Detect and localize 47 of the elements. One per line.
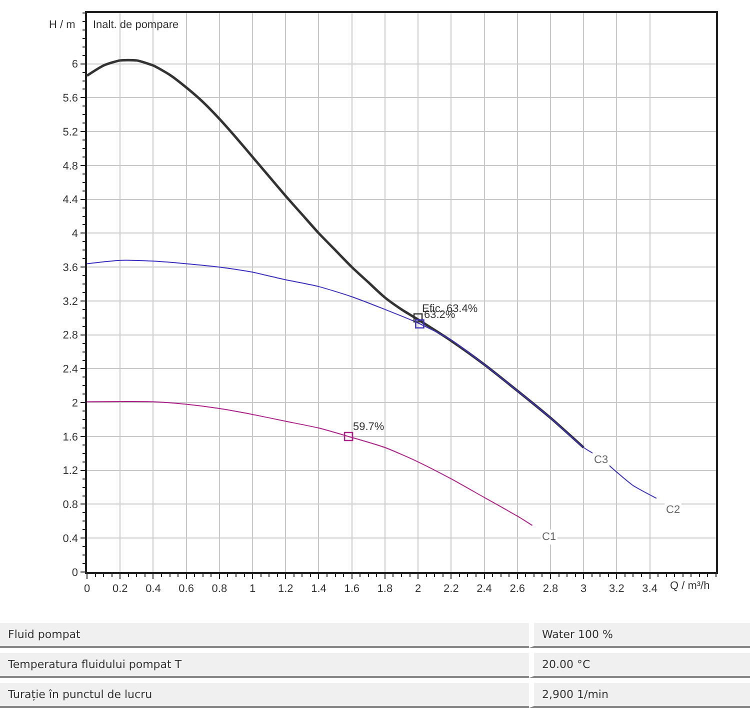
x-axis-title: Q / m³/h bbox=[670, 580, 710, 592]
y-tick-label: 5.6 bbox=[62, 92, 78, 105]
annotation: 59.7% bbox=[353, 421, 384, 433]
x-tick-label: 3 bbox=[580, 582, 587, 595]
y-tick-label: 2 bbox=[72, 397, 78, 410]
x-tick-label: 0.4 bbox=[146, 582, 161, 595]
y-tick-label: 5.2 bbox=[62, 126, 78, 138]
text: Temperatura fluidului pompat T bbox=[0, 653, 529, 678]
text: Turație în punctul de lucru bbox=[0, 683, 529, 708]
y-tick-label: 0.8 bbox=[62, 499, 78, 512]
y-tick-label: 4.4 bbox=[62, 194, 78, 206]
x-tick-label: 1.8 bbox=[377, 582, 393, 595]
y-tick-label: 2.8 bbox=[62, 330, 78, 342]
y-tick-label: 6 bbox=[72, 58, 78, 71]
y-tick-label: 1.6 bbox=[62, 431, 78, 444]
x-tick-label: 0.6 bbox=[178, 582, 194, 595]
series-label: C1 bbox=[542, 531, 556, 543]
x-tick-label: 3.4 bbox=[642, 582, 658, 595]
x-tick-label: 1.4 bbox=[311, 582, 326, 595]
series-label: C3 bbox=[594, 454, 608, 466]
text: 2,900 1/min bbox=[529, 683, 750, 708]
series-label: C2 bbox=[666, 504, 680, 516]
y-tick-label: 1.2 bbox=[62, 465, 78, 478]
text: 20.00 °C bbox=[529, 653, 750, 678]
y-tick-label: 4 bbox=[72, 228, 78, 240]
y-tick-label: 3.6 bbox=[62, 262, 78, 274]
y-tick-label: 2.4 bbox=[62, 364, 78, 376]
x-tick-label: 3.2 bbox=[609, 582, 624, 595]
x-tick-label: 2.4 bbox=[476, 582, 492, 595]
x-tick-label: 0.2 bbox=[112, 582, 128, 595]
y-tick-label: 3.2 bbox=[62, 296, 78, 308]
x-tick-label: 2.2 bbox=[444, 582, 459, 595]
x-tick-label: 2 bbox=[414, 582, 422, 595]
x-tick-label: 1.2 bbox=[278, 582, 294, 595]
x-tick-label: 0.8 bbox=[212, 582, 228, 595]
text: Water 100 % bbox=[529, 623, 750, 648]
text: Fluid pompat bbox=[0, 623, 529, 648]
y-tick-label: 0.4 bbox=[62, 532, 78, 545]
annotation: Inalt. de pompare bbox=[93, 19, 179, 31]
x-tick-label: 0 bbox=[84, 582, 90, 595]
x-tick-label: 2.6 bbox=[510, 582, 526, 595]
y-tick-label: 4.8 bbox=[62, 160, 78, 172]
y-tick-label: 0 bbox=[72, 566, 78, 579]
x-tick-label: 1 bbox=[249, 582, 256, 595]
y-axis-title: H / m bbox=[49, 19, 76, 31]
x-tick-label: 1.6 bbox=[344, 582, 360, 595]
x-tick-label: 2.8 bbox=[542, 582, 558, 595]
